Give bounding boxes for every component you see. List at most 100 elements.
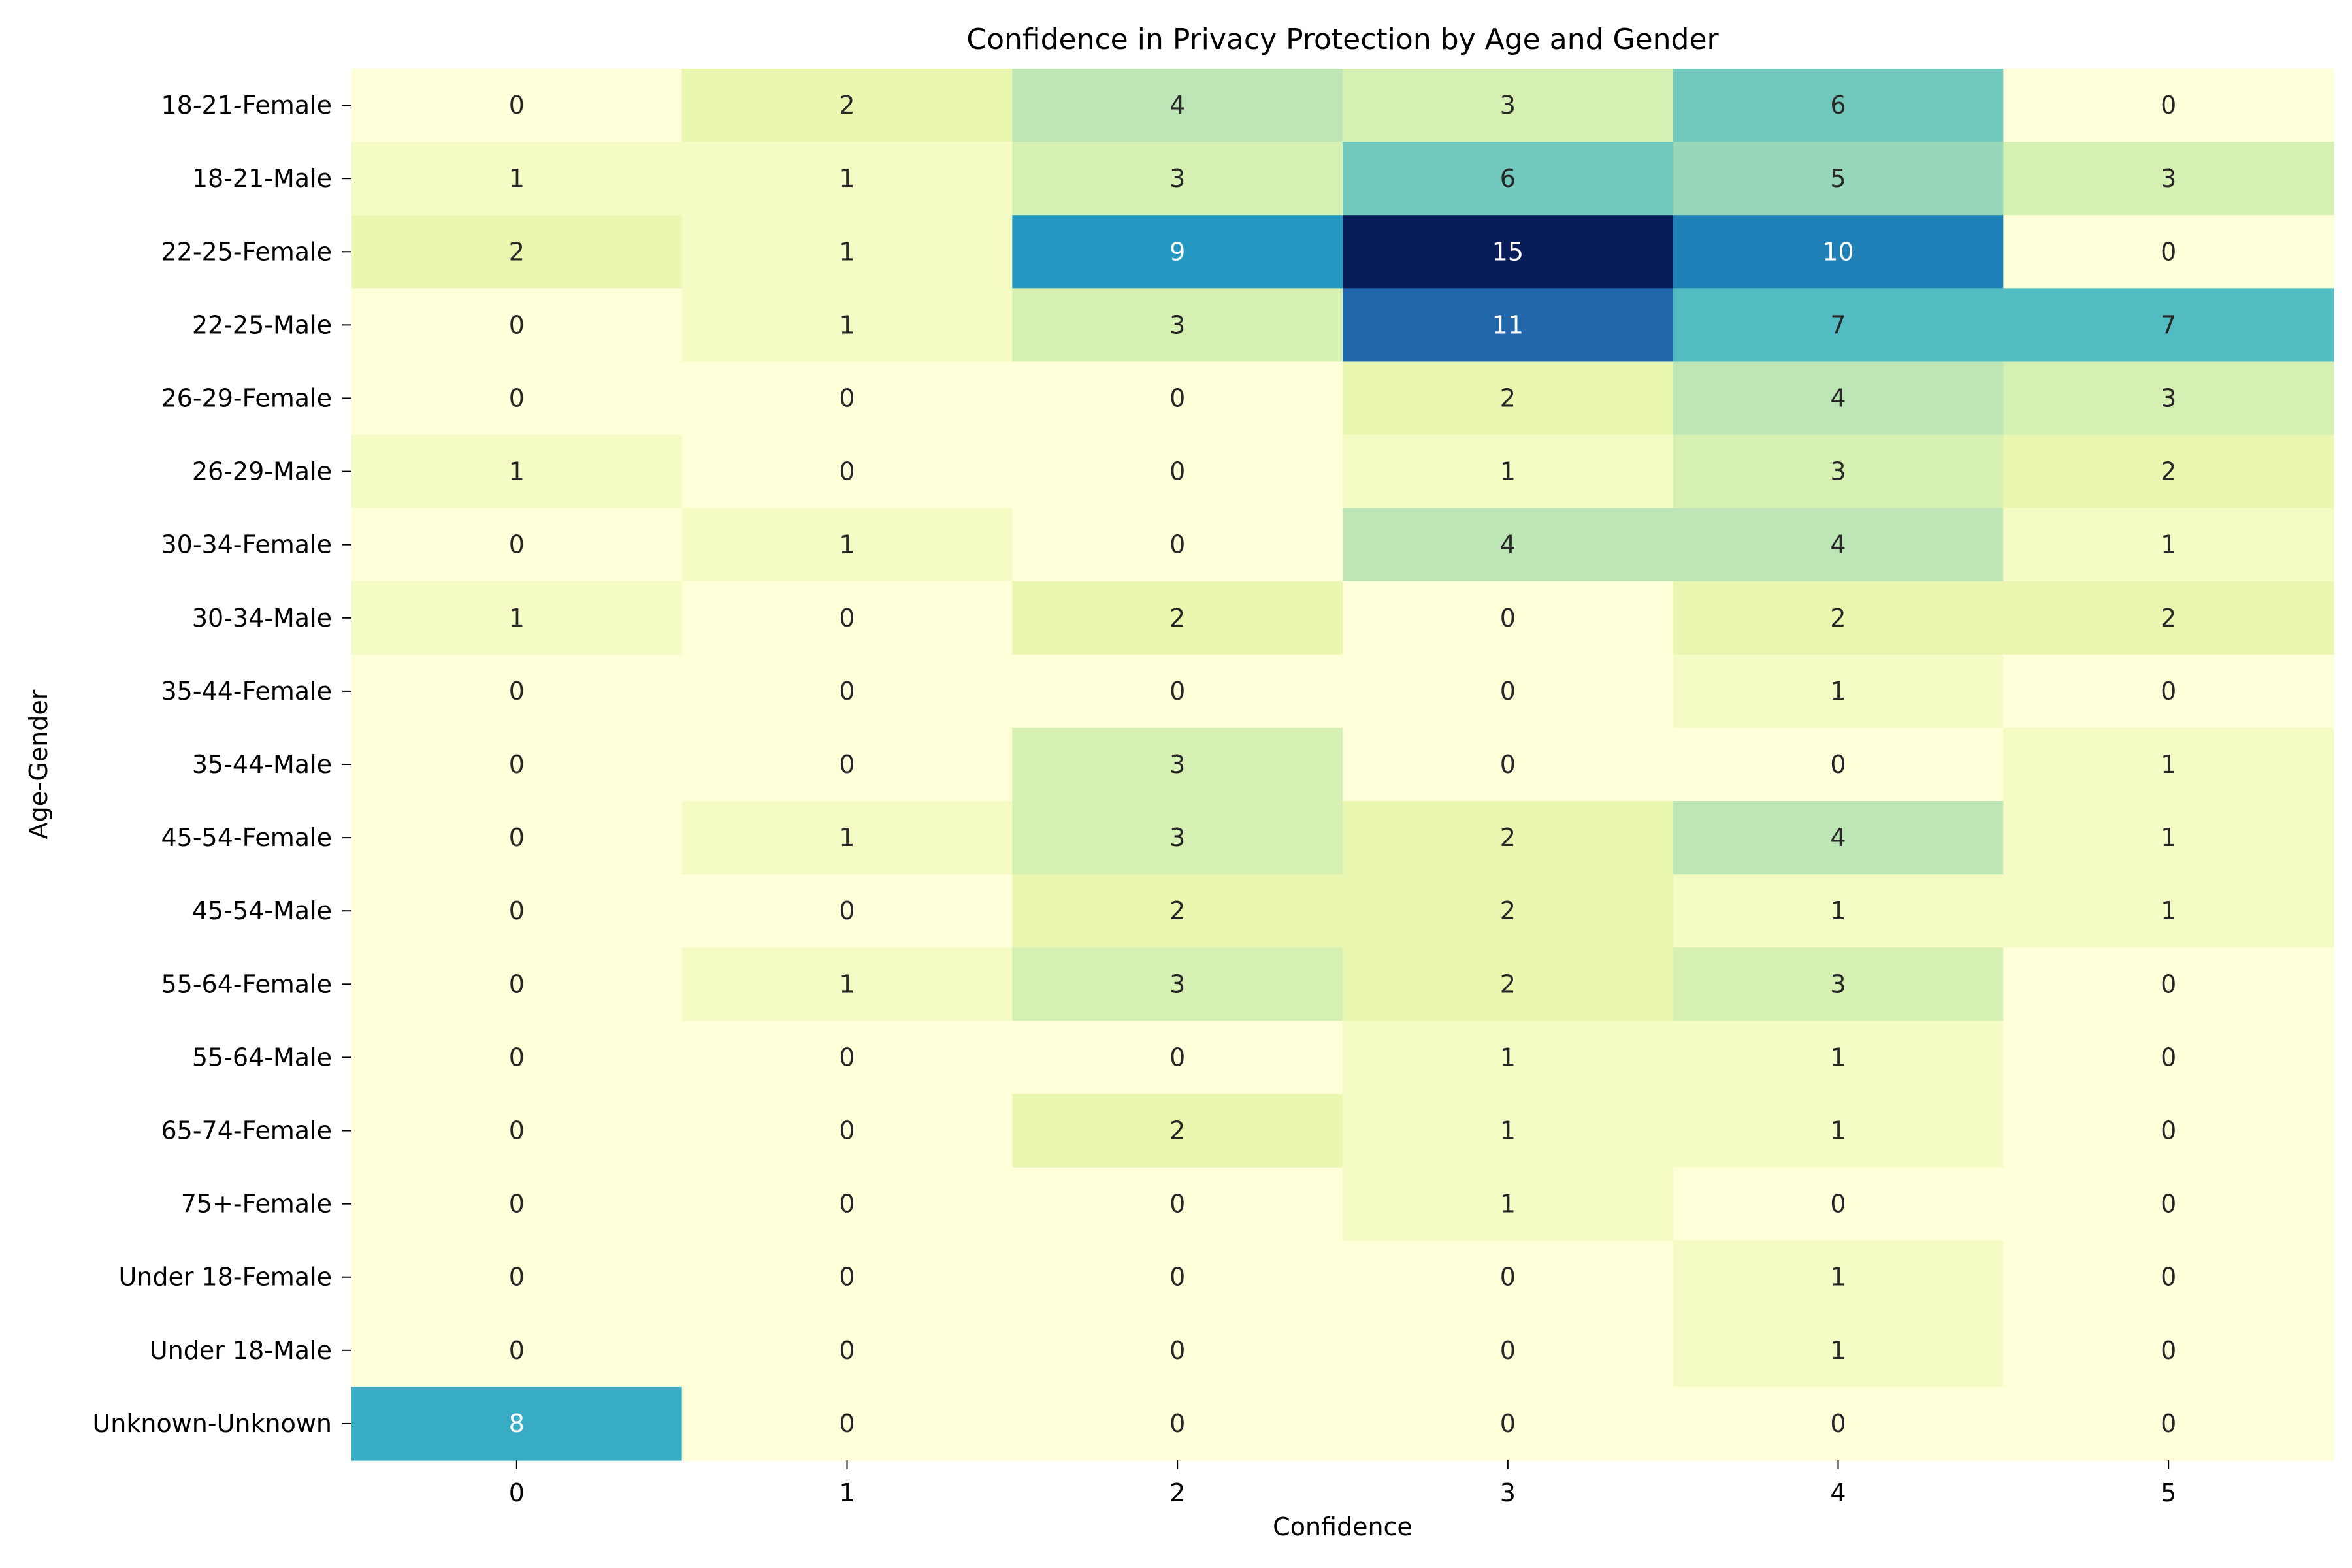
cell-value-label: 1 (839, 237, 855, 266)
cell-value-label: 0 (2161, 677, 2176, 706)
cell-value-label: 1 (509, 604, 525, 632)
y-tick-label: 55-64-Female (161, 970, 332, 998)
cell-value-label: 0 (1169, 1190, 1185, 1218)
cell-value-label: 0 (2161, 1263, 2176, 1292)
heatmap-cell (1343, 727, 1674, 802)
y-tick-label: 22-25-Male (192, 310, 332, 339)
x-axis: 0 1 2 3 4 5 (509, 1460, 2176, 1507)
y-tick-label: 22-25-Female (161, 237, 332, 266)
y-tick-label: 35-44-Female (161, 677, 332, 706)
cell-value-label: 2 (1169, 896, 1185, 925)
heatmap-cell (1673, 142, 2004, 216)
cell-value-label: 2 (509, 237, 525, 266)
heatmap-cell (1343, 215, 1674, 289)
cell-value-label: 2 (1169, 604, 1185, 632)
heatmap-cell (1673, 1240, 2004, 1315)
heatmap-cell (351, 1021, 683, 1095)
cell-value-label: 0 (839, 1409, 855, 1438)
heatmap-cell (1012, 1240, 1343, 1315)
x-tick-label: 2 (1169, 1478, 1185, 1507)
cell-value-label: 0 (839, 604, 855, 632)
cell-value-label: 1 (1500, 1043, 1516, 1071)
cell-value-label: 0 (509, 750, 525, 779)
heatmap-cell (1343, 1313, 1674, 1388)
cell-value-label: 2 (1500, 896, 1516, 925)
heatmap-cell (351, 142, 683, 216)
cell-value-label: 0 (509, 1043, 525, 1071)
heatmap-cell (1012, 142, 1343, 216)
heatmap-cell (2003, 1313, 2334, 1388)
heatmap-cell (2003, 801, 2334, 875)
heatmap-cell (1012, 69, 1343, 142)
heatmap-cell (1012, 508, 1343, 582)
heatmap-cell (1012, 727, 1343, 802)
heatmap-cell-labels: 0 2 4 3 6 01 1 3 6 5 32 1 9 15 10 00 1 3 11 7 70 0 0 2 4 31 0 0 1 3 20… (509, 91, 2177, 1438)
cell-value-label: 3 (1169, 310, 1185, 339)
cell-value-label: 0 (839, 750, 855, 779)
cell-value-label: 3 (1169, 970, 1185, 998)
y-axis: 18-21-Female 18-21-Male 22-25-Female 22-25-… (92, 91, 351, 1438)
heatmap-cell (1343, 581, 1674, 655)
heatmap-cell (1343, 361, 1674, 436)
cell-value-label: 0 (839, 677, 855, 706)
heatmap-cell (1673, 1094, 2004, 1168)
cell-value-label: 4 (1830, 823, 1846, 852)
heatmap-cell (681, 142, 1013, 216)
heatmap-cell (351, 1313, 683, 1388)
cell-value-label: 0 (1169, 1336, 1185, 1365)
heatmap-cell (1012, 1313, 1343, 1388)
heatmap-cell (1343, 1021, 1674, 1095)
cell-value-label: 2 (1500, 970, 1516, 998)
cell-value-label: 0 (2161, 1409, 2176, 1438)
cell-value-label: 3 (1169, 164, 1185, 193)
y-tick-label: 30-34-Female (161, 531, 332, 559)
cell-value-label: 4 (1830, 531, 1846, 559)
y-tick-label: 75+-Female (181, 1190, 332, 1218)
x-axis-title: Confidence (1273, 1512, 1413, 1541)
cell-value-label: 0 (509, 384, 525, 412)
cell-value-label: 1 (839, 164, 855, 193)
cell-value-label: 9 (1169, 237, 1185, 266)
y-tick-label: Under 18-Female (118, 1263, 332, 1292)
cell-value-label: 2 (1500, 823, 1516, 852)
heatmap-cell (681, 288, 1013, 363)
cell-value-label: 0 (1169, 1043, 1185, 1071)
cell-value-label: 0 (1169, 384, 1185, 412)
cell-value-label: 0 (839, 1190, 855, 1218)
cell-value-label: 3 (1169, 750, 1185, 779)
heatmap-cell (1343, 1240, 1674, 1315)
heatmap-cell (681, 1094, 1013, 1168)
cell-value-label: 0 (1169, 1409, 1185, 1438)
heatmap-cell (681, 434, 1013, 509)
cell-value-label: 1 (1500, 457, 1516, 486)
cell-value-label: 2 (2161, 604, 2176, 632)
cell-value-label: 3 (2161, 164, 2176, 193)
heatmap-cell (681, 361, 1013, 436)
cell-value-label: 3 (2161, 384, 2176, 412)
heatmap-cell (1673, 801, 2004, 875)
heatmap-cell (351, 874, 683, 948)
heatmap-cell (1343, 1167, 1674, 1241)
y-tick-label: Unknown-Unknown (92, 1409, 332, 1438)
heatmap-cell (1673, 1386, 2004, 1461)
cell-value-label: 0 (1830, 1409, 1846, 1438)
cell-value-label: 1 (509, 457, 525, 486)
cell-value-label: 0 (509, 1190, 525, 1218)
cell-value-label: 0 (1169, 457, 1185, 486)
heatmap-cell (681, 508, 1013, 582)
cell-value-label: 0 (509, 91, 525, 120)
heatmap-cell (351, 215, 683, 289)
heatmap-cell (2003, 508, 2334, 582)
heatmap-cell (1673, 69, 2004, 142)
y-tick-label: Under 18-Male (150, 1336, 332, 1365)
heatmap-cell (1673, 361, 2004, 436)
cell-value-label: 0 (509, 1263, 525, 1292)
heatmap-cell (1012, 581, 1343, 655)
heatmap-cell (681, 727, 1013, 802)
heatmap-cell (351, 361, 683, 436)
heatmap-cell (2003, 1021, 2334, 1095)
heatmap-cell (1012, 434, 1343, 509)
heatmap-cell (1673, 874, 2004, 948)
heatmap-cell (681, 1240, 1013, 1315)
